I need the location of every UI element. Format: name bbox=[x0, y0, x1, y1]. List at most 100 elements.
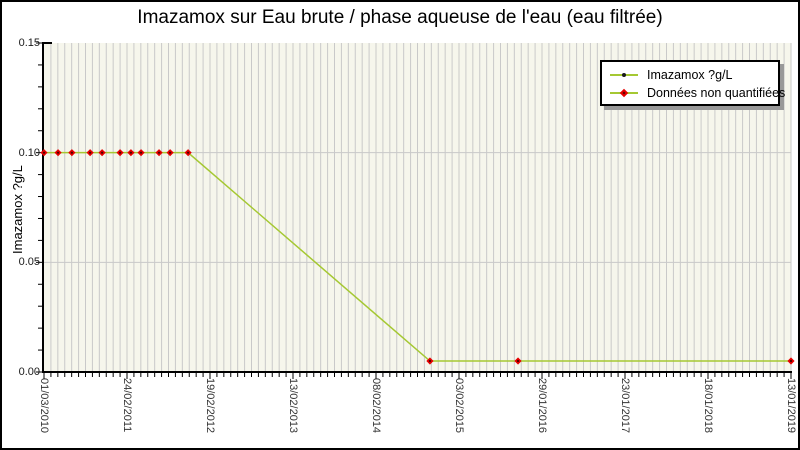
x-minor-tick bbox=[230, 373, 232, 377]
x-minor-tick bbox=[216, 373, 218, 377]
x-minor-tick bbox=[403, 373, 405, 377]
x-minor-tick bbox=[223, 373, 225, 377]
x-minor-tick bbox=[735, 373, 737, 377]
x-minor-tick bbox=[161, 373, 163, 377]
x-minor-tick bbox=[486, 373, 488, 377]
x-minor-tick bbox=[417, 373, 418, 377]
x-minor-tick bbox=[430, 373, 432, 377]
x-minor-tick bbox=[71, 373, 73, 377]
x-minor-tick bbox=[327, 373, 329, 377]
x-minor-tick bbox=[257, 373, 259, 377]
legend: Imazamox ?g/L Données non quantifiées bbox=[600, 60, 785, 106]
y-tick-label: 0.15 bbox=[18, 37, 40, 49]
legend-item-non-quantifiees: Données non quantifiées bbox=[610, 84, 785, 102]
x-major-tick bbox=[790, 373, 792, 379]
x-minor-tick bbox=[140, 373, 142, 377]
x-minor-tick bbox=[714, 373, 716, 377]
x-minor-tick bbox=[583, 373, 584, 377]
x-minor-tick bbox=[91, 373, 93, 377]
x-minor-tick bbox=[382, 373, 384, 377]
x-tick-label: 13/02/2013 bbox=[287, 378, 299, 434]
marker-core-dot bbox=[157, 151, 161, 154]
x-minor-tick bbox=[493, 373, 495, 377]
x-minor-tick bbox=[769, 373, 771, 377]
x-tick-label: 01/03/2010 bbox=[38, 378, 50, 434]
y-major-tick bbox=[36, 371, 42, 373]
x-minor-tick bbox=[576, 373, 578, 377]
x-minor-tick bbox=[693, 373, 695, 377]
x-minor-tick bbox=[306, 373, 308, 377]
x-minor-tick bbox=[700, 373, 702, 377]
x-minor-tick bbox=[728, 373, 730, 377]
marker-core-dot bbox=[186, 151, 190, 154]
marker-core-dot bbox=[42, 151, 46, 154]
x-tick-label: 23/01/2017 bbox=[619, 378, 631, 434]
x-tick-label: 13/01/2019 bbox=[785, 378, 797, 434]
x-minor-tick bbox=[569, 373, 571, 377]
y-minor-tick bbox=[38, 174, 42, 176]
x-minor-tick bbox=[98, 373, 100, 377]
x-minor-tick bbox=[513, 373, 515, 377]
x-minor-tick bbox=[361, 373, 363, 377]
x-minor-tick bbox=[188, 373, 190, 377]
y-minor-tick bbox=[38, 327, 42, 329]
x-minor-tick bbox=[721, 373, 723, 377]
x-minor-tick bbox=[368, 373, 370, 377]
x-tick-label: 19/02/2012 bbox=[204, 378, 216, 434]
x-minor-tick bbox=[749, 373, 750, 377]
marker-core-dot bbox=[56, 151, 60, 154]
x-minor-tick bbox=[154, 373, 156, 377]
x-minor-tick bbox=[133, 373, 135, 377]
x-minor-tick bbox=[64, 373, 66, 377]
x-minor-tick bbox=[679, 373, 681, 377]
x-minor-tick bbox=[105, 373, 107, 377]
x-minor-tick bbox=[244, 373, 246, 377]
x-minor-tick bbox=[278, 373, 280, 377]
x-tick-label: 03/02/2015 bbox=[453, 378, 465, 434]
marker-core-dot bbox=[118, 151, 122, 154]
x-minor-tick bbox=[762, 373, 764, 377]
marker-core-dot bbox=[516, 359, 520, 363]
x-minor-tick bbox=[50, 373, 52, 377]
y-minor-tick bbox=[38, 239, 42, 241]
y-minor-tick bbox=[38, 349, 42, 351]
x-minor-tick bbox=[479, 373, 481, 377]
x-minor-tick bbox=[396, 373, 398, 377]
x-minor-tick bbox=[423, 373, 425, 377]
y-minor-tick bbox=[38, 305, 42, 307]
x-minor-tick bbox=[320, 373, 322, 377]
x-major-tick bbox=[707, 373, 709, 379]
x-tick-label: 18/01/2018 bbox=[702, 378, 714, 434]
x-minor-tick bbox=[631, 373, 633, 377]
x-minor-tick bbox=[472, 373, 474, 377]
x-minor-tick bbox=[610, 373, 612, 377]
x-minor-tick bbox=[755, 373, 757, 377]
y-major-tick bbox=[36, 42, 42, 44]
x-major-tick bbox=[375, 373, 377, 379]
x-minor-tick bbox=[313, 373, 315, 377]
marker-core-dot bbox=[139, 151, 143, 154]
chart-title: Imazamox sur Eau brute / phase aqueuse d… bbox=[137, 7, 663, 28]
x-minor-tick bbox=[548, 373, 550, 377]
y-major-tick bbox=[36, 152, 42, 154]
legend-label: Imazamox ?g/L bbox=[647, 68, 733, 82]
x-minor-tick bbox=[465, 373, 467, 377]
y-minor-tick bbox=[38, 283, 42, 285]
y-axis-label: Imazamox ?g/L bbox=[10, 165, 25, 254]
x-minor-tick bbox=[527, 373, 529, 377]
x-minor-tick bbox=[237, 373, 239, 377]
x-minor-tick bbox=[638, 373, 640, 377]
y-minor-tick bbox=[38, 196, 42, 198]
x-minor-tick bbox=[264, 373, 266, 377]
x-minor-tick bbox=[354, 373, 356, 377]
x-minor-tick bbox=[174, 373, 176, 377]
x-minor-tick bbox=[347, 373, 349, 377]
x-major-tick bbox=[126, 373, 128, 379]
x-minor-tick bbox=[776, 373, 778, 377]
x-minor-tick bbox=[57, 373, 59, 377]
x-minor-tick bbox=[444, 373, 446, 377]
x-tick-label: 08/02/2014 bbox=[370, 378, 382, 434]
y-minor-tick bbox=[38, 108, 42, 110]
y-tick-label: 0.00 bbox=[18, 366, 40, 378]
x-minor-tick bbox=[202, 373, 204, 377]
